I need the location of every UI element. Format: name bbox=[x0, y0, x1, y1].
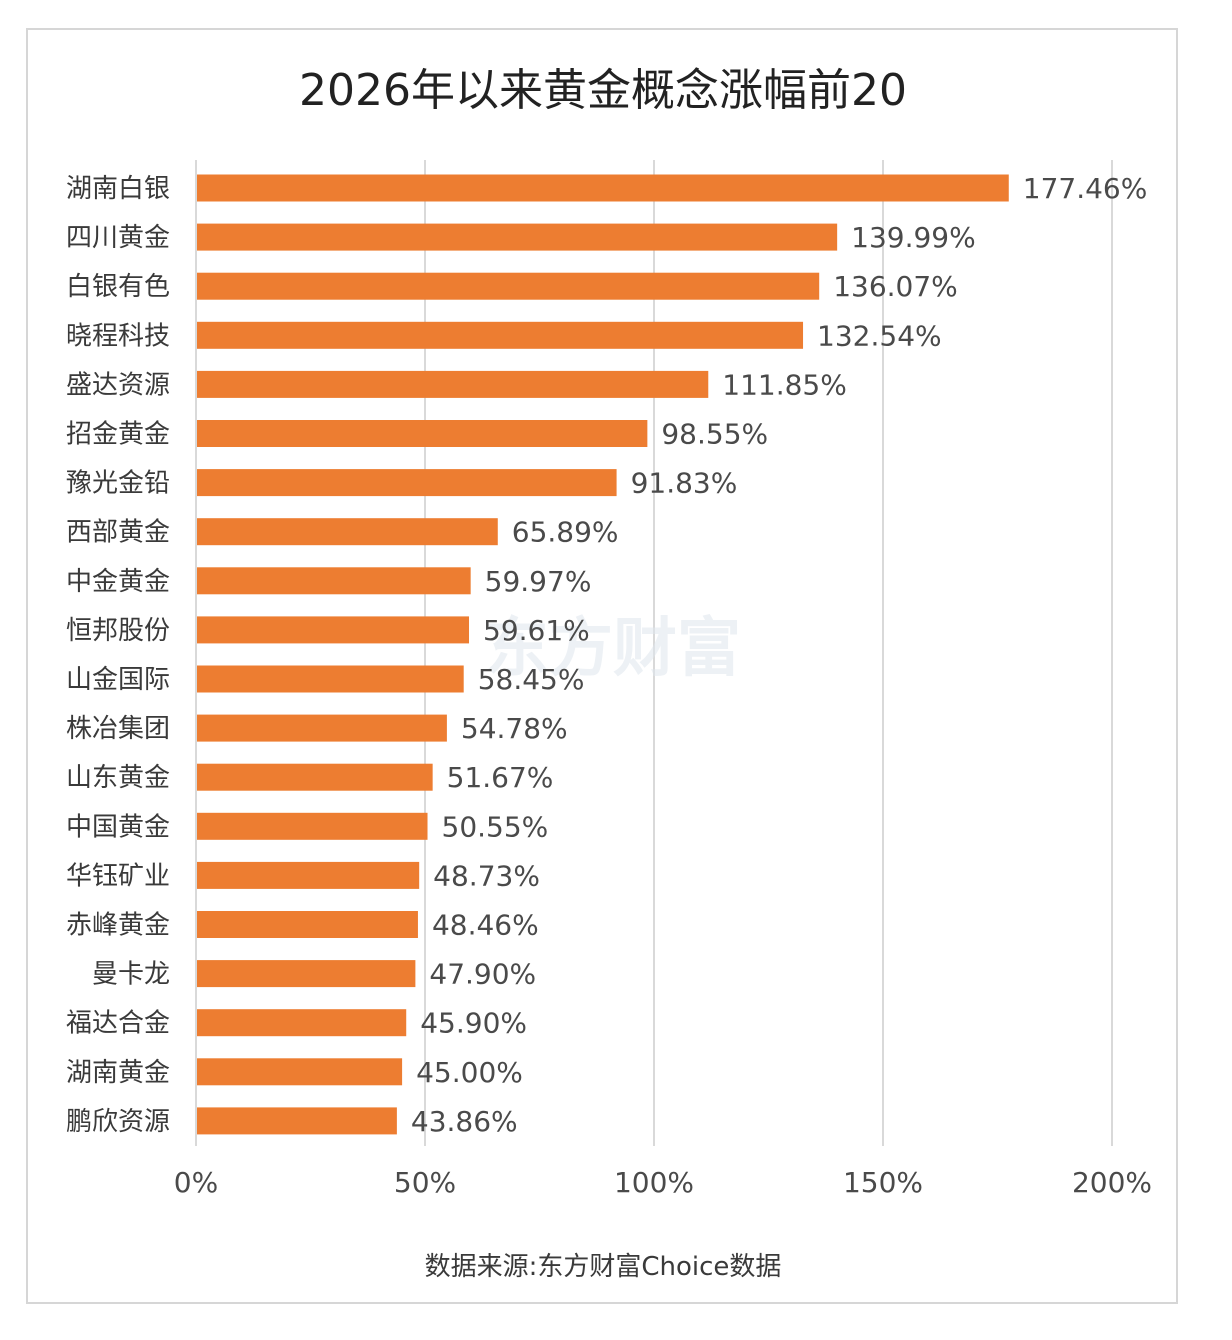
bar bbox=[197, 812, 428, 840]
category-label: 曼卡龙 bbox=[92, 960, 170, 990]
value-label: 45.90% bbox=[420, 1007, 527, 1040]
x-tick-labels: 0% 50% 100% 150% 200% bbox=[174, 1166, 1152, 1199]
bar bbox=[197, 1058, 403, 1086]
value-label: 48.73% bbox=[433, 859, 540, 892]
category-label: 西部黄金 bbox=[66, 518, 170, 548]
category-label: 株冶集团 bbox=[66, 714, 170, 744]
bars bbox=[197, 174, 1009, 1135]
bar bbox=[197, 763, 433, 791]
value-label: 58.45% bbox=[478, 663, 585, 696]
value-label: 59.61% bbox=[483, 614, 590, 647]
category-label: 华钰矿业 bbox=[66, 861, 170, 891]
category-label: 四川黄金 bbox=[66, 223, 170, 253]
value-label: 47.90% bbox=[429, 958, 536, 991]
value-label: 136.07% bbox=[833, 270, 958, 303]
value-label: 51.67% bbox=[447, 761, 554, 794]
value-label: 139.99% bbox=[851, 221, 976, 254]
value-label: 132.54% bbox=[817, 319, 942, 352]
bar bbox=[197, 272, 820, 300]
chart: 2026年以来黄金概念涨幅前20 东方财富 湖南白银四川黄金白银有色晓程科技盛达… bbox=[66, 65, 1152, 1282]
bar bbox=[197, 1107, 397, 1135]
chart-card: 2026年以来黄金概念涨幅前20 东方财富 湖南白银四川黄金白银有色晓程科技盛达… bbox=[26, 28, 1178, 1304]
category-label: 晓程科技 bbox=[66, 321, 170, 351]
category-label: 福达合金 bbox=[66, 1009, 170, 1039]
value-label: 54.78% bbox=[461, 712, 568, 745]
x-tick-label: 150% bbox=[843, 1166, 923, 1199]
value-label: 48.46% bbox=[432, 909, 539, 942]
chart-title: 2026年以来黄金概念涨幅前20 bbox=[299, 65, 907, 116]
value-labels: 177.46% 139.99% 136.07% 132.54% 111.85% 98.55… bbox=[411, 172, 1147, 1138]
value-label: 111.85% bbox=[722, 368, 847, 401]
category-label: 山金国际 bbox=[66, 665, 170, 695]
value-label: 45.00% bbox=[416, 1056, 523, 1089]
category-label: 招金黄金 bbox=[66, 420, 170, 450]
category-label: 鹏欣资源 bbox=[66, 1107, 170, 1137]
bar bbox=[197, 616, 470, 644]
value-label: 65.89% bbox=[512, 516, 619, 549]
bar bbox=[197, 567, 471, 595]
category-labels: 湖南白银四川黄金白银有色晓程科技盛达资源招金黄金豫光金铅西部黄金中金黄金恒邦股份… bbox=[66, 174, 170, 1137]
category-label: 盛达资源 bbox=[66, 370, 170, 400]
x-tick-label: 200% bbox=[1072, 1166, 1152, 1199]
bar bbox=[197, 960, 416, 988]
bar bbox=[197, 469, 617, 497]
category-label: 赤峰黄金 bbox=[66, 911, 170, 941]
category-label: 豫光金铅 bbox=[66, 469, 170, 499]
value-label: 177.46% bbox=[1023, 172, 1148, 205]
category-label: 恒邦股份 bbox=[66, 616, 170, 646]
value-label: 91.83% bbox=[631, 467, 738, 500]
category-label: 湖南白银 bbox=[66, 174, 170, 204]
x-tick-label: 0% bbox=[174, 1166, 218, 1199]
bar bbox=[197, 321, 804, 349]
value-label: 50.55% bbox=[442, 810, 549, 843]
category-label: 中金黄金 bbox=[66, 567, 170, 597]
bar bbox=[197, 665, 464, 693]
watermark: 东方财富 bbox=[485, 612, 741, 686]
x-tick-label: 100% bbox=[614, 1166, 694, 1199]
bar bbox=[197, 370, 709, 398]
source-note: 数据来源:东方财富Choice数据 bbox=[425, 1252, 782, 1282]
value-label: 43.86% bbox=[411, 1105, 518, 1138]
bar bbox=[197, 861, 420, 889]
bar bbox=[197, 911, 418, 938]
value-label: 59.97% bbox=[485, 565, 592, 598]
category-label: 中国黄金 bbox=[66, 812, 170, 842]
bar bbox=[197, 714, 447, 742]
value-label: 98.55% bbox=[661, 418, 768, 451]
bar bbox=[197, 1009, 407, 1037]
bar bbox=[197, 174, 1009, 202]
bar bbox=[197, 518, 498, 546]
bar bbox=[197, 223, 838, 251]
x-tick-label: 50% bbox=[394, 1166, 456, 1199]
category-label: 山东黄金 bbox=[66, 763, 170, 793]
category-label: 湖南黄金 bbox=[66, 1058, 170, 1088]
bar bbox=[197, 420, 648, 447]
category-label: 白银有色 bbox=[66, 272, 170, 302]
